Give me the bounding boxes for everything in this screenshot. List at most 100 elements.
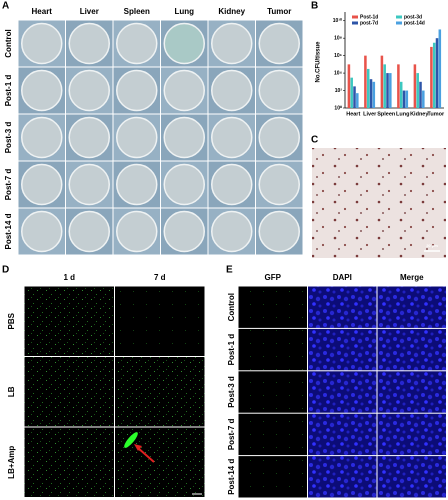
panel-label: E <box>226 265 233 276</box>
petri-dish <box>163 210 205 253</box>
fluorescence-image <box>238 371 307 413</box>
legend-label: Post-1d <box>360 14 378 20</box>
bar <box>366 68 370 108</box>
column-header: 7 d <box>154 273 166 282</box>
panel-a: A Heart Liver Spleen Lung Kidney Tumor Control… <box>2 1 303 255</box>
row-label: Post-7 d <box>4 169 13 201</box>
column-header: GFP <box>265 273 282 282</box>
y-tick-label: 10⁸ <box>334 36 343 42</box>
petri-dish <box>163 163 205 206</box>
fluorescence-image <box>24 286 114 356</box>
column-header: Tumor <box>267 7 291 16</box>
bacteria-colony <box>124 432 138 448</box>
panel-b: B No.CFU/tissue 10⁰ 10² 10⁴ 10⁶ 10⁸ 10¹⁰ Heart… <box>311 1 445 118</box>
petri-dish <box>211 22 253 65</box>
fluorescence-image <box>308 371 377 413</box>
panel-d: D 1 d 7 d PBS LB LB+Amp <box>2 265 205 497</box>
petri-dish <box>21 116 63 159</box>
fluorescence-image <box>308 456 377 498</box>
x-tick-label: Kidney <box>410 111 429 117</box>
petri-dish <box>258 163 300 206</box>
arrow-head <box>134 444 142 451</box>
row-label: Control <box>4 29 13 57</box>
legend-swatch <box>396 21 402 25</box>
bar <box>350 77 353 108</box>
bar <box>413 64 417 108</box>
bar <box>402 90 406 108</box>
petri-dish <box>163 22 205 65</box>
bar <box>430 46 433 108</box>
fluorescence-image <box>115 357 205 427</box>
panel-label: A <box>2 1 9 12</box>
petri-dish <box>68 69 110 112</box>
fluorescence-image <box>377 371 446 413</box>
row-label: Post-3 d <box>227 376 236 408</box>
x-tick-label: Liver <box>363 111 377 117</box>
bar <box>386 73 389 108</box>
row-label: Control <box>227 293 236 321</box>
fluorescence-image <box>24 357 114 427</box>
bar <box>364 55 367 108</box>
petri-dish <box>258 116 300 159</box>
bar <box>369 79 373 108</box>
fluorescence-image <box>308 286 377 328</box>
x-tick-label: Heart <box>346 111 360 117</box>
legend-label: post-7d <box>360 20 378 26</box>
bar <box>353 86 356 108</box>
x-tick-label: Spleen <box>377 111 396 117</box>
row-label: Post-3 d <box>4 122 13 154</box>
bar <box>419 81 422 108</box>
petri-dish <box>211 163 253 206</box>
column-header: Lung <box>174 7 194 16</box>
bar <box>416 73 419 108</box>
row-label: LB+Amp <box>7 446 16 479</box>
column-header: Merge <box>400 273 424 282</box>
bar <box>399 81 403 108</box>
petri-dish <box>211 116 253 159</box>
bar <box>356 93 359 108</box>
petri-dish <box>116 69 158 112</box>
fluorescence-image <box>377 286 446 328</box>
row-label: Post-1 d <box>227 334 236 366</box>
row-label: LB <box>7 386 16 397</box>
petri-dish <box>21 163 63 206</box>
fluorescence-image <box>238 286 307 328</box>
y-tick-label: 10⁰ <box>334 105 342 111</box>
bar <box>405 90 409 108</box>
panel-label: D <box>2 265 9 276</box>
petri-dish <box>258 210 300 253</box>
petri-dish <box>21 22 63 65</box>
y-tick-label: 10² <box>335 88 343 94</box>
fluorescence-image <box>115 427 205 497</box>
bar <box>432 42 436 108</box>
row-label: Post-1 d <box>4 75 13 107</box>
petri-dish <box>116 116 158 159</box>
petri-dish <box>68 210 110 253</box>
bar <box>347 64 351 108</box>
petri-dish <box>258 69 300 112</box>
row-label: Post-7 d <box>227 419 236 451</box>
column-header: Spleen <box>124 7 150 16</box>
scale-bar-label: 20 μm <box>426 243 438 248</box>
bar <box>435 38 439 108</box>
petri-dish <box>211 69 253 112</box>
fluorescence-image <box>377 456 446 498</box>
legend-swatch <box>352 21 358 25</box>
bar <box>383 64 386 108</box>
column-header: Heart <box>32 7 53 16</box>
legend-label: post-3d <box>404 14 422 20</box>
fluorescence-image <box>238 456 307 498</box>
fluorescence-image <box>377 328 446 371</box>
petri-dish <box>68 116 110 159</box>
legend-swatch <box>396 15 402 19</box>
petri-dish <box>163 116 205 159</box>
petri-dish <box>21 210 63 253</box>
petri-dish <box>163 69 205 112</box>
column-header: Kidney <box>218 7 245 16</box>
fluorescence-image <box>115 286 205 356</box>
panel-label: B <box>311 1 318 12</box>
petri-dish <box>68 22 110 65</box>
bar <box>389 73 392 108</box>
petri-dish <box>21 69 63 112</box>
